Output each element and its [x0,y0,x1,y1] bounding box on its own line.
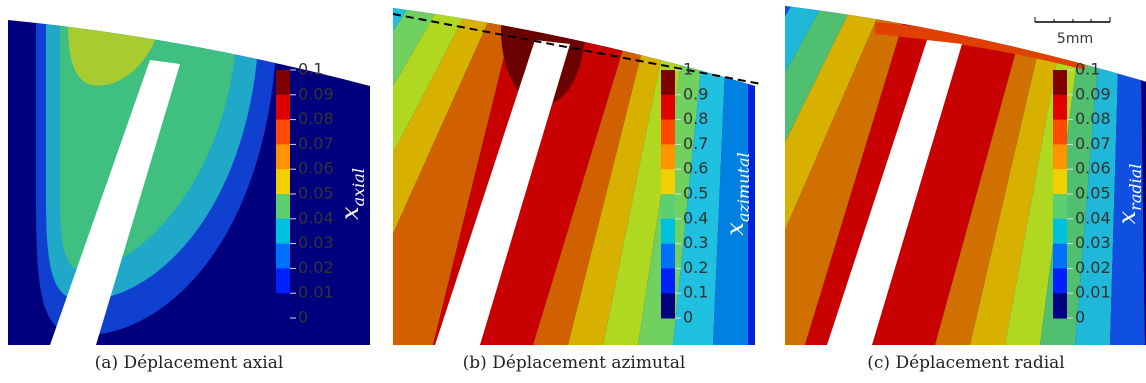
colorbar-title-subscript: axial [349,168,368,206]
colorbar-tick-label: 0.09 [1075,84,1111,103]
colorbar-tick-label: 0.2 [683,258,708,277]
colorbar-tick-label: 0.9 [683,84,708,103]
caption: (b) Déplacement azimutal [463,353,686,373]
colorbar: 1 0.9 0.8 0.7 0.6 0.5 0.4 0.3 0.2 0.1 0 xazimutal [661,60,753,327]
colorbar-tick-label: 0.05 [1075,184,1111,203]
colorbar-tick-label: 0.01 [1075,283,1111,302]
colorbar-tick-label: 0.02 [298,258,334,277]
colorbar-tick-label: 0.01 [298,283,334,302]
scale-bar-label: 5mm [1057,31,1093,47]
colorbar-tick-label: 0.04 [298,208,334,227]
colorbar-tick-label: 0.1 [298,60,323,79]
colorbar-tick-label: 0.07 [298,134,334,153]
colorbar-tick-label: 0 [1075,308,1085,327]
caption: (a) Déplacement axial [95,353,284,373]
colorbar-title: xradial [1113,164,1145,225]
colorbar-tick-label: 0.6 [683,159,708,178]
colorbar-tick-label: 0.7 [683,134,708,153]
colorbar-tick-label: 0.1 [1075,60,1100,79]
colorbar-title: xaxial [336,168,368,220]
colorbar-tick-label: 1 [683,60,693,79]
panel: 1 0.9 0.8 0.7 0.6 0.5 0.4 0.3 0.2 0.1 0 xazimutal [392,8,762,345]
colorbar-tick-label: 0.3 [683,233,708,252]
colorbar-title: xazimutal [721,152,753,235]
colorbar-title-symbol: x [336,206,364,220]
colorbar: 0.1 0.09 0.08 0.07 0.06 0.05 0.04 0.03 0.02 0.01 0… [1053,60,1145,327]
colorbar-tick-label: 0.03 [298,233,334,252]
colorbar-tick-label: 0.8 [683,109,708,128]
colorbar-tick-label: 0.04 [1075,208,1111,227]
colorbar-tick-label: 0 [298,308,308,327]
colorbar-title-subscript: radial [1126,164,1145,211]
colorbar-tick-label: 0.03 [1075,233,1111,252]
panel: 0.1 0.09 0.08 0.07 0.06 0.05 0.04 0.03 0.02 0.01 0… [8,20,370,345]
colorbar-tick-label: 0.06 [298,159,334,178]
colorbar-tick-label: 0 [683,308,693,327]
colorbar-tick-label: 0.07 [1075,134,1111,153]
colorbar-tick-label: 0.4 [683,208,708,227]
colorbar: 0.1 0.09 0.08 0.07 0.06 0.05 0.04 0.03 0.02 0.01 0… [276,60,368,327]
colorbar-tick-label: 0.5 [683,184,708,203]
colorbar-tick-label: 0.1 [683,283,708,302]
colorbar-tick-label: 0.09 [298,84,334,103]
colorbar-tick-label: 0.05 [298,184,334,203]
colorbar-tick-label: 0.02 [1075,258,1111,277]
colorbar-title-symbol: x [721,222,749,236]
colorbar-tick-label: 0.08 [298,109,334,128]
colorbar-tick-label: 0.06 [1075,159,1111,178]
colorbar-title-subscript: azimutal [734,152,753,222]
panel: 5mm 0.10.090.080.070.060.050.040.030.020… [785,6,1146,345]
caption: (c) Déplacement radial [867,353,1064,373]
colorbar-tick-label: 0.08 [1075,109,1111,128]
colorbar-title-symbol: x [1113,210,1141,224]
